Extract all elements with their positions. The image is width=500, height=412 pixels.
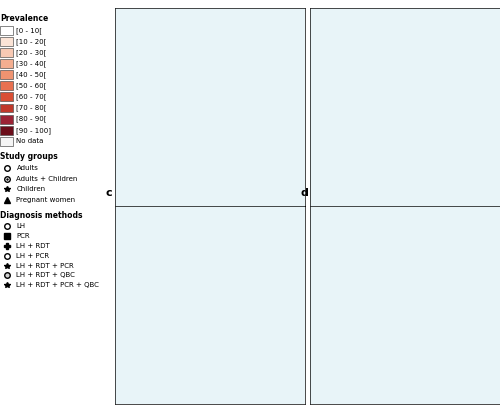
FancyBboxPatch shape: [0, 137, 13, 146]
Text: [10 - 20[: [10 - 20[: [16, 38, 47, 45]
Text: Adults + Children: Adults + Children: [16, 176, 78, 182]
Text: Prevalence: Prevalence: [0, 14, 48, 23]
FancyBboxPatch shape: [0, 92, 13, 101]
Text: [30 - 40[: [30 - 40[: [16, 60, 47, 67]
Text: [90 - 100]: [90 - 100]: [16, 127, 51, 133]
FancyBboxPatch shape: [0, 70, 13, 79]
Text: LH + RDT + QBC: LH + RDT + QBC: [16, 272, 76, 279]
FancyBboxPatch shape: [0, 59, 13, 68]
FancyBboxPatch shape: [0, 126, 13, 135]
Text: [50 - 60[: [50 - 60[: [16, 82, 47, 89]
FancyBboxPatch shape: [0, 48, 13, 57]
FancyBboxPatch shape: [0, 37, 13, 46]
FancyBboxPatch shape: [0, 26, 13, 35]
Text: LH + RDT + PCR: LH + RDT + PCR: [16, 262, 74, 269]
Text: Pregnant women: Pregnant women: [16, 197, 76, 203]
Text: [40 - 50[: [40 - 50[: [16, 71, 47, 78]
Text: LH + PCR: LH + PCR: [16, 253, 50, 259]
FancyBboxPatch shape: [0, 115, 13, 124]
Text: c: c: [106, 188, 112, 198]
Text: LH + RDT: LH + RDT: [16, 243, 50, 249]
Text: [20 - 30[: [20 - 30[: [16, 49, 47, 56]
Text: [0 - 10[: [0 - 10[: [16, 27, 42, 34]
Text: Adults: Adults: [16, 165, 38, 171]
Text: LH + RDT + PCR + QBC: LH + RDT + PCR + QBC: [16, 282, 100, 288]
Text: [60 - 70[: [60 - 70[: [16, 94, 47, 100]
Text: Children: Children: [16, 186, 46, 192]
Text: No data: No data: [16, 138, 44, 144]
FancyBboxPatch shape: [0, 103, 13, 112]
Text: Study groups: Study groups: [0, 152, 58, 161]
Text: LH: LH: [16, 223, 26, 229]
FancyBboxPatch shape: [0, 82, 13, 90]
Text: [70 - 80[: [70 - 80[: [16, 105, 47, 111]
Text: PCR: PCR: [16, 233, 30, 239]
Text: d: d: [300, 188, 308, 198]
Text: [80 - 90[: [80 - 90[: [16, 116, 47, 122]
Text: Diagnosis methods: Diagnosis methods: [0, 211, 82, 220]
